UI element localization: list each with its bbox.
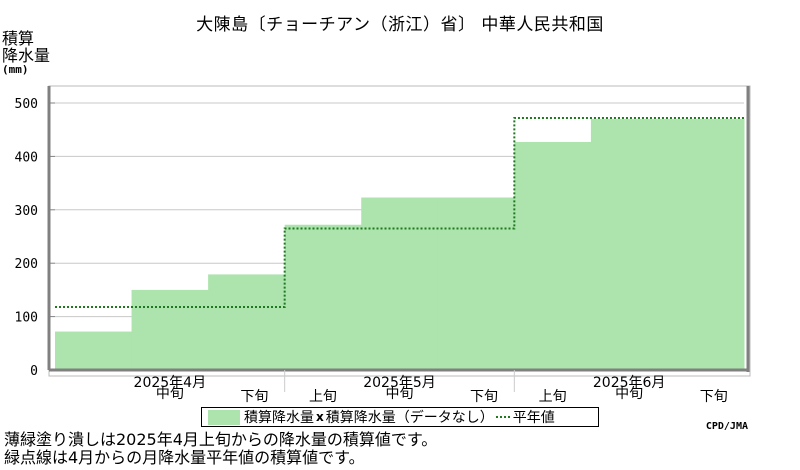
- y-tick-label: 100: [15, 311, 38, 326]
- bar: [131, 289, 209, 370]
- y-tick-label: 0: [30, 364, 38, 379]
- notes: 薄緑塗り潰しは2025年4月上旬からの降水量の積算値です。 緑点線は4月からの月…: [4, 431, 437, 467]
- x-tick-label: 中旬: [615, 386, 643, 402]
- chart-title: 大陳島〔チョーチアン（浙江）省〕 中華人民共和国: [196, 15, 604, 35]
- x-tick-label: 上旬: [539, 389, 567, 405]
- legend: 積算降水量 x 積算降水量（データなし） 平年値: [201, 407, 599, 427]
- y-tick-label: 500: [15, 97, 38, 112]
- normal-step-line: [55, 116, 744, 308]
- bar: [514, 141, 592, 370]
- legend-missing-label: 積算降水量（データなし）: [325, 410, 494, 426]
- x-tick-label: 中旬: [156, 386, 184, 402]
- x-tick-label: 上旬: [309, 389, 337, 405]
- legend-line-swatch: [495, 416, 510, 418]
- bar: [437, 197, 515, 370]
- y-axis-label: 積算 降水量 (mm): [2, 30, 50, 76]
- bar: [284, 224, 362, 370]
- credit: CPD/JMA: [705, 421, 748, 432]
- x-month-label: 2025年4月: [134, 375, 207, 391]
- y-axis-unit: (mm): [2, 63, 29, 76]
- y-axis-label-line1: 積算: [2, 29, 35, 48]
- x-tick-label: 中旬: [386, 386, 414, 402]
- x-month-label: 2025年5月: [363, 375, 436, 391]
- legend-missing-marker: x: [316, 410, 324, 424]
- y-tick-label: 300: [15, 204, 38, 219]
- bar: [55, 331, 133, 370]
- legend-line-label: 平年値: [512, 410, 555, 426]
- note-2: 緑点線は4月からの月降水量平年値の積算値です。: [4, 448, 365, 467]
- bar: [667, 119, 745, 371]
- legend-bar-label: 積算降水量: [244, 410, 314, 426]
- bar: [208, 274, 286, 370]
- x-tick-label: 下旬: [700, 389, 728, 405]
- y-tick-label: 200: [15, 257, 38, 272]
- legend-bar-swatch: [208, 409, 240, 425]
- x-tick-label: 下旬: [240, 389, 268, 405]
- bar: [590, 119, 668, 371]
- x-month-label: 2025年6月: [593, 375, 666, 391]
- bar: [361, 197, 439, 370]
- y-axis-label-line2: 降水量: [2, 46, 51, 65]
- note-1: 薄緑塗り潰しは2025年4月上旬からの降水量の積算値です。: [4, 430, 438, 449]
- x-tick-label: 下旬: [470, 389, 498, 405]
- y-tick-label: 400: [15, 150, 38, 165]
